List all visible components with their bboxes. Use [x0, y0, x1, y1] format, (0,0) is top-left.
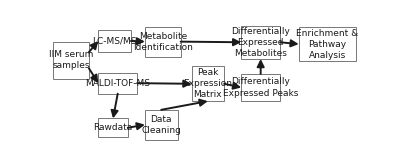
Text: LC-MS/MS: LC-MS/MS	[92, 37, 137, 46]
FancyBboxPatch shape	[241, 74, 280, 101]
Text: Metabolite
Identification: Metabolite Identification	[133, 32, 193, 52]
FancyBboxPatch shape	[145, 27, 181, 57]
Text: Differentially
Expressed Peaks: Differentially Expressed Peaks	[223, 77, 298, 98]
FancyBboxPatch shape	[145, 110, 178, 140]
FancyBboxPatch shape	[53, 42, 89, 79]
FancyBboxPatch shape	[299, 27, 356, 62]
FancyBboxPatch shape	[241, 25, 280, 59]
FancyBboxPatch shape	[192, 66, 224, 101]
Text: MALDI-TOF-MS: MALDI-TOF-MS	[85, 79, 150, 88]
Text: Differentially
Expressed
Metabolites: Differentially Expressed Metabolites	[231, 27, 290, 58]
FancyBboxPatch shape	[98, 118, 128, 137]
Text: Peak
Expression
Matrix: Peak Expression Matrix	[183, 68, 232, 99]
Text: Enrichment &
Pathway
Analysis: Enrichment & Pathway Analysis	[296, 28, 358, 60]
Text: Data
Cleaning: Data Cleaning	[141, 115, 181, 135]
FancyBboxPatch shape	[98, 30, 131, 52]
FancyBboxPatch shape	[98, 73, 137, 94]
Text: Rawdata: Rawdata	[93, 123, 133, 132]
Text: IIM serum
samples: IIM serum samples	[49, 50, 93, 70]
